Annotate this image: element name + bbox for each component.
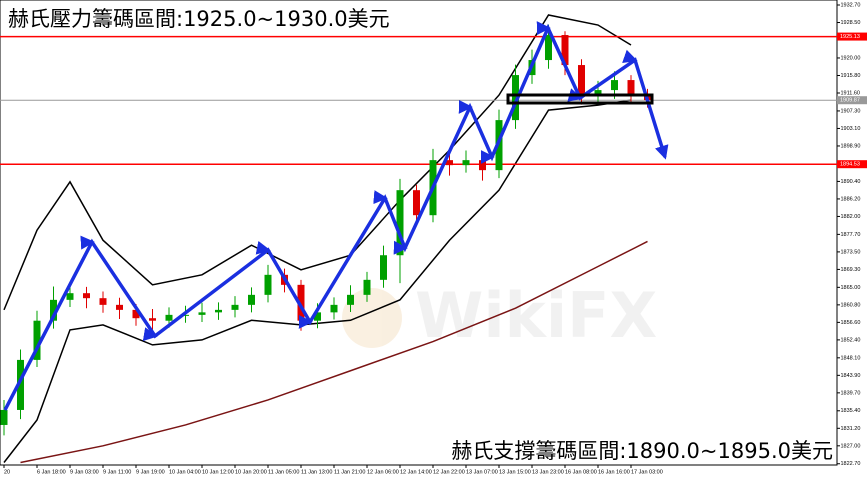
candle-body bbox=[50, 299, 57, 321]
x-tick-label: 20 bbox=[4, 469, 10, 475]
candle-body bbox=[413, 190, 420, 216]
y-tick-label: 1822.70 bbox=[841, 461, 861, 467]
candle-body bbox=[66, 293, 74, 300]
y-tick-label: 1827.00 bbox=[841, 443, 861, 449]
x-tick-label: 11 Jan 05:00 bbox=[268, 469, 299, 475]
level-tag-label: 1925.13 bbox=[840, 34, 860, 40]
x-tick-label: 11 Jan 21:00 bbox=[334, 469, 365, 475]
y-tick-label: 1865.00 bbox=[841, 285, 861, 291]
y-tick-label: 1869.30 bbox=[841, 267, 861, 273]
candle-body bbox=[231, 304, 239, 310]
y-tick-label: 1852.40 bbox=[841, 337, 861, 343]
y-tick-label: 1877.70 bbox=[841, 232, 861, 238]
y-tick-label: 1843.90 bbox=[841, 373, 861, 379]
plot-area bbox=[0, 0, 838, 466]
candle-body bbox=[264, 274, 272, 295]
candle-body bbox=[363, 279, 371, 295]
x-tick-label: 6 Jan 18:00 bbox=[37, 469, 66, 475]
y-tick-label: 1860.80 bbox=[841, 302, 861, 308]
x-tick-label: 9 Jan 03:00 bbox=[70, 469, 99, 475]
candle-body bbox=[380, 255, 387, 280]
y-tick-label: 1907.30 bbox=[841, 108, 861, 114]
y-tick-label: 1928.50 bbox=[841, 20, 861, 26]
y-tick-label: 1873.50 bbox=[841, 249, 861, 255]
x-tick-label: 12 Jan 22:00 bbox=[433, 469, 465, 475]
x-tick-label: 10 Jan 12:00 bbox=[202, 469, 234, 475]
candle-body bbox=[611, 80, 618, 91]
x-tick-label: 9 Jan 19:00 bbox=[136, 469, 165, 475]
candle-body bbox=[462, 160, 470, 166]
trend-arrows bbox=[3, 21, 669, 411]
candle-body bbox=[99, 298, 107, 305]
candle-body bbox=[248, 294, 255, 305]
x-tick-label: 13 Jan 07:00 bbox=[466, 469, 498, 475]
y-tick-label: 1831.20 bbox=[841, 426, 861, 432]
x-tick-label: 13 Jan 15:00 bbox=[499, 469, 531, 475]
x-tick-label: 16 Jan 16:00 bbox=[598, 469, 630, 475]
candle-body bbox=[83, 293, 90, 299]
level-tag bbox=[837, 96, 867, 105]
y-tick-label: 1839.70 bbox=[841, 390, 861, 396]
x-tick-label: 13 Jan 23:00 bbox=[532, 469, 564, 475]
candle-body bbox=[545, 35, 552, 61]
candle-body bbox=[330, 304, 338, 313]
candle-body bbox=[479, 160, 486, 171]
title: 赫氏壓力籌碼區間:1925.0~1930.0美元 bbox=[8, 7, 390, 31]
x-tick-label: 10 Jan 20:00 bbox=[235, 469, 267, 475]
y-tick-label: 1915.80 bbox=[841, 73, 861, 79]
candle-body bbox=[627, 80, 635, 96]
candle-body bbox=[198, 312, 206, 315]
x-tick-label: 17 Jan 03:00 bbox=[631, 469, 663, 475]
y-tick-label: 1890.40 bbox=[841, 179, 861, 185]
x-tick-label: 11 Jan 13:00 bbox=[301, 469, 332, 475]
range-box bbox=[506, 93, 654, 105]
candle-body bbox=[347, 294, 354, 305]
y-tick-label: 1911.60 bbox=[841, 90, 860, 96]
x-tick-label: 16 Jan 08:00 bbox=[565, 469, 597, 475]
y-tick-label: 1835.40 bbox=[841, 408, 861, 414]
subtitle: 赫氏支撐籌碼區間:1890.0~1895.0美元 bbox=[451, 439, 833, 463]
x-tick-label: 10 Jan 04:00 bbox=[169, 469, 201, 475]
y-tick-label: 1882.00 bbox=[841, 214, 861, 220]
y-tick-label: 1886.20 bbox=[841, 196, 861, 202]
candle-body bbox=[578, 65, 585, 96]
y-tick-label: 1932.70 bbox=[841, 2, 861, 8]
y-tick-label: 1903.10 bbox=[841, 126, 861, 132]
candle-body bbox=[215, 309, 222, 313]
y-tick-label: 1898.90 bbox=[841, 143, 861, 149]
level-tag-label: 1909.87 bbox=[840, 98, 860, 104]
level-tag-label: 1894.53 bbox=[840, 162, 860, 168]
y-tick-label: 1848.10 bbox=[841, 355, 861, 361]
candle-body bbox=[0, 409, 8, 425]
level-tag bbox=[837, 32, 867, 41]
watermark: WikiFX bbox=[415, 279, 657, 352]
candle-body bbox=[149, 318, 156, 321]
level-tag bbox=[837, 160, 867, 169]
candle-body bbox=[116, 304, 123, 310]
x-tick-label: 9 Jan 11:00 bbox=[103, 469, 131, 475]
candle-body bbox=[17, 359, 24, 410]
candle-body bbox=[33, 320, 41, 360]
x-tick-label: 12 Jan 14:00 bbox=[400, 469, 432, 475]
candle-body bbox=[165, 314, 173, 321]
x-tick-label: 12 Jan 06:00 bbox=[367, 469, 399, 475]
y-tick-label: 1920.00 bbox=[841, 55, 861, 61]
y-tick-label: 1856.60 bbox=[841, 320, 861, 326]
